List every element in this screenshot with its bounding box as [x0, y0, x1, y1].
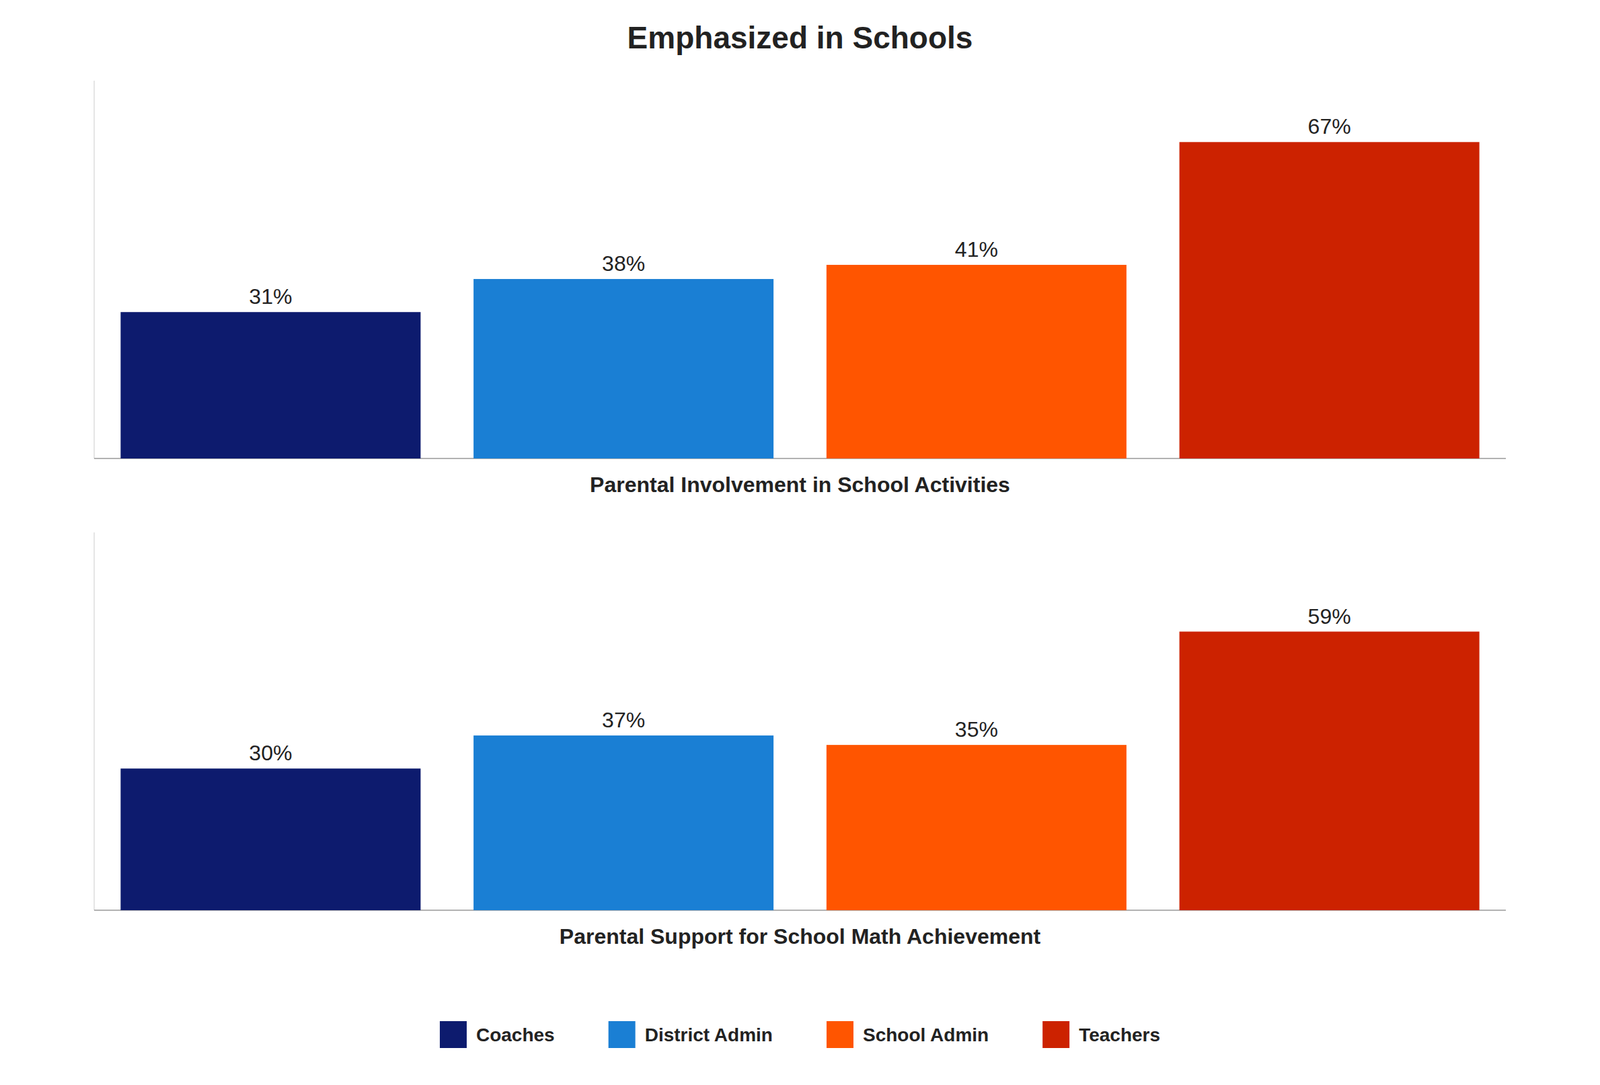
bar — [473, 279, 774, 459]
chart-svg: Emphasized in Schools 31% 38% 41% 67% Parenta… — [0, 0, 1600, 1085]
bar — [120, 768, 421, 911]
data-label: 31% — [248, 284, 292, 309]
chart-container: Emphasized in Schools 31% 38% 41% 67% Parenta… — [0, 0, 1600, 1085]
bars — [120, 141, 1479, 459]
data-label: 35% — [955, 717, 999, 742]
bar — [473, 735, 774, 911]
legend: Coaches District Admin School Admin Teacher… — [439, 1021, 1161, 1049]
background — [0, 0, 1600, 1085]
legend-label: Teachers — [1078, 1024, 1161, 1046]
bar — [120, 312, 421, 459]
y-axis-line — [94, 80, 95, 459]
category-label: Parental Involvement in School Activitie… — [589, 472, 1011, 498]
data-label: 37% — [601, 708, 645, 733]
data-label: 30% — [248, 741, 292, 766]
legend-label: District Admin — [644, 1024, 773, 1046]
data-label: 59% — [1308, 604, 1352, 629]
legend-label: School Admin — [862, 1024, 989, 1046]
bar — [826, 264, 1127, 459]
legend-item: School Admin — [826, 1021, 989, 1049]
legend-label: Coaches — [476, 1024, 555, 1046]
panel: 31% 38% 41% 67% Parental Involvement in Scho… — [94, 80, 1506, 498]
legend-item: Teachers — [1042, 1021, 1161, 1049]
legend-swatch — [1042, 1021, 1070, 1049]
data-label: 67% — [1308, 114, 1352, 139]
legend-swatch — [439, 1021, 467, 1049]
data-label: 38% — [601, 251, 645, 276]
legend-swatch — [826, 1021, 854, 1049]
panel: 30% 37% 35% 59% Parental Support for School … — [94, 532, 1506, 949]
title: Emphasized in Schools — [627, 20, 974, 56]
legend-swatch — [608, 1021, 636, 1049]
y-axis-line — [94, 532, 95, 911]
bar — [826, 745, 1127, 911]
data-label: 41% — [955, 237, 999, 262]
category-label: Parental Support for School Math Achieve… — [559, 924, 1042, 949]
legend-item: District Admin — [608, 1021, 773, 1049]
bar — [1179, 141, 1480, 459]
legend-item: Coaches — [439, 1021, 555, 1049]
bar — [1179, 632, 1480, 911]
bars — [120, 632, 1479, 911]
